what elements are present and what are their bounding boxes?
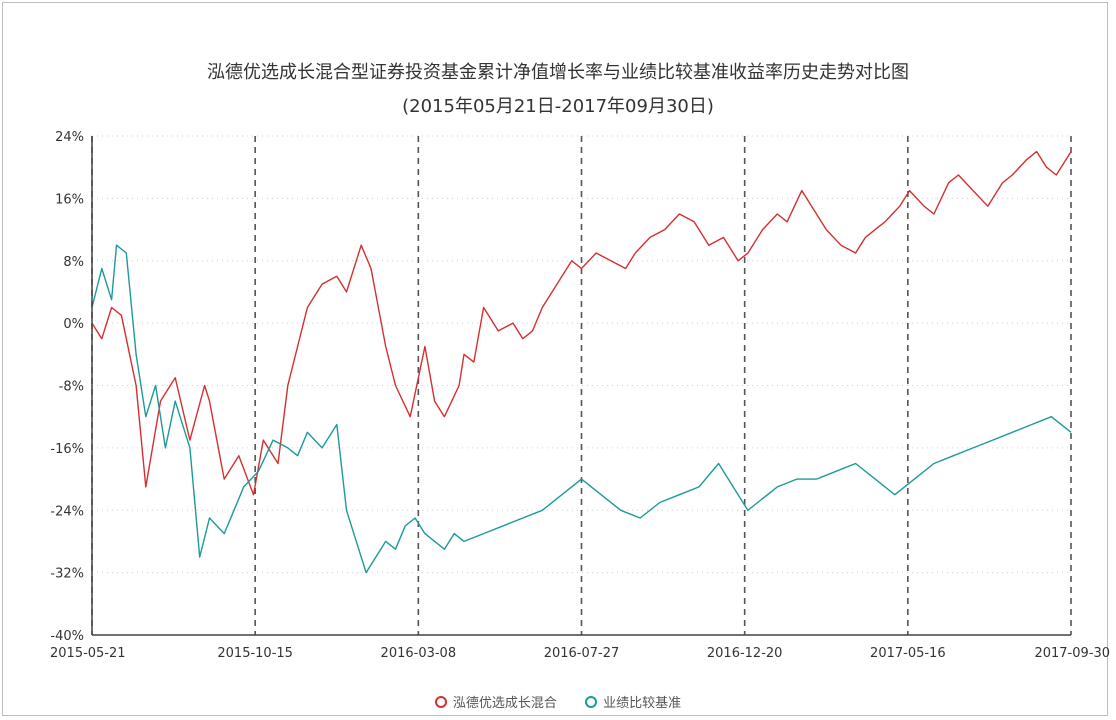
x-tick-label: 2016-12-20 (707, 646, 783, 661)
legend-label: 泓德优选成长混合 (452, 696, 557, 711)
y-tick-label: -24% (50, 504, 84, 519)
x-tick-label: 2017-05-16 (870, 646, 946, 661)
legend-item-fund[interactable]: 泓德优选成长混合 (434, 692, 557, 711)
y-tick-label: 24% (55, 130, 84, 145)
series-lines (91, 150, 1072, 574)
chart-title: 泓德优选成长混合型证券投资基金累计净值增长率与业绩比较基准收益率历史走势对比图 (207, 62, 909, 83)
legend: 泓德优选成长混合 业绩比较基准 (0, 692, 1116, 712)
x-tick-label: 2015-10-15 (217, 646, 293, 661)
x-tick-label: 2016-03-08 (381, 646, 457, 661)
legend-item-benchmark[interactable]: 业绩比较基准 (585, 692, 681, 711)
y-tick-label: 16% (55, 192, 84, 207)
y-tick-label: -16% (50, 442, 84, 457)
x-axis-ticks: 2015-05-21 2015-10-15 2016-03-08 2016-07-27… (50, 646, 1110, 661)
legend-marker-icon (585, 695, 598, 708)
y-tick-label: -8% (59, 380, 84, 395)
legend-label: 业绩比较基准 (603, 696, 682, 711)
y-tick-label: -32% (50, 567, 84, 582)
series-line-fund (91, 150, 1072, 496)
y-tick-label: 8% (63, 255, 84, 270)
x-tick-label: 2016-07-27 (544, 646, 620, 661)
legend-marker-icon (434, 695, 447, 708)
y-tick-label: 0% (63, 317, 84, 332)
y-tick-label: -40% (50, 629, 84, 644)
x-tick-label: 2017-09-30 (1034, 646, 1110, 661)
chart-subtitle: (2015年05月21日-2017年09月30日) (402, 96, 714, 117)
x-tick-label: 2015-05-21 (50, 646, 126, 661)
y-axis-ticks: 24% 16% 8% 0% -8% -16% -24% -32% -40% (50, 130, 84, 644)
grid-lines (91, 135, 1072, 635)
series-line-benchmark (91, 244, 1072, 574)
